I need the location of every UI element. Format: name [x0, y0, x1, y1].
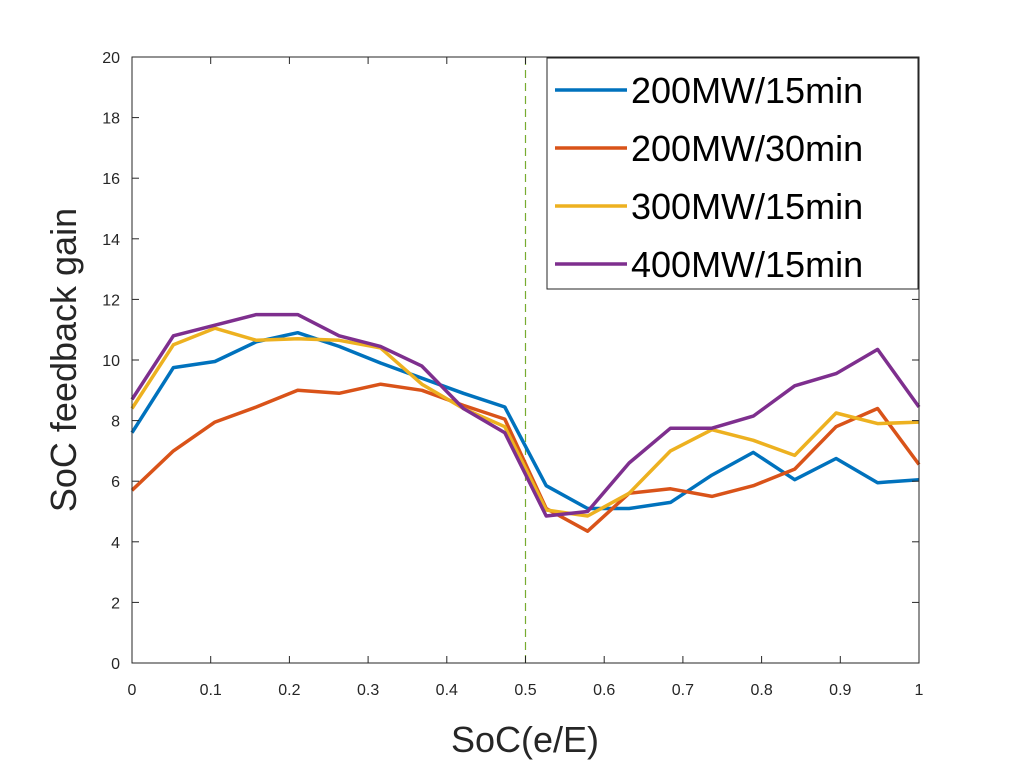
y-tick-label: 16: [102, 171, 120, 188]
x-tick-label: 0.5: [514, 682, 536, 699]
y-tick-label: 18: [102, 111, 120, 128]
legend-box: [546, 57, 919, 290]
legend-items: 200MW/15min 200MW/30min 300MW/15min 400MW/1…: [555, 70, 863, 285]
y-tick-label: 10: [102, 353, 120, 370]
x-tick-label: 0.6: [593, 682, 615, 699]
x-tick-label: 0.7: [672, 682, 694, 699]
y-tick-label: 6: [111, 474, 120, 491]
x-tick-label: 0.2: [278, 682, 300, 699]
series-layer: [130, 312, 921, 533]
y-tick-label: 20: [102, 50, 120, 67]
y-tick-label: 8: [111, 414, 120, 431]
series-line-4: [130, 312, 921, 518]
x-tick-label: 0.8: [750, 682, 772, 699]
legend-label-1: 200MW/15min: [631, 70, 863, 111]
legend: 200MW/15min 200MW/30min 300MW/15min 400MW/1…: [546, 57, 919, 290]
legend-label-3: 300MW/15min: [631, 186, 863, 227]
x-tick-label: 0.9: [829, 682, 851, 699]
x-tick-label: 0.1: [200, 682, 222, 699]
series-line-2: [130, 382, 921, 533]
legend-label-4: 400MW/15min: [631, 244, 863, 285]
x-axis-ticks: 0 0.1 0.2 0.3 0.4 0.5 0.6 0.7 0.8 0.9 1: [128, 57, 924, 699]
x-axis-label: SoC(e/E): [451, 719, 599, 760]
y-tick-label: 4: [111, 535, 120, 552]
y-tick-label: 0: [111, 656, 120, 673]
x-tick-label: 1: [915, 682, 924, 699]
x-tick-label: 0.4: [436, 682, 458, 699]
legend-label-2: 200MW/30min: [631, 128, 863, 169]
y-tick-label: 14: [102, 232, 120, 249]
y-tick-label: 2: [111, 595, 120, 612]
x-tick-label: 0.3: [357, 682, 379, 699]
y-axis-label: SoC feedback gain: [43, 208, 84, 512]
y-tick-label: 12: [102, 292, 120, 309]
series-line-3: [130, 326, 920, 518]
y-axis-ticks: 0 2 4 6 8 10 12 14 16 18 20: [102, 50, 919, 673]
x-tick-label: 0: [128, 682, 137, 699]
